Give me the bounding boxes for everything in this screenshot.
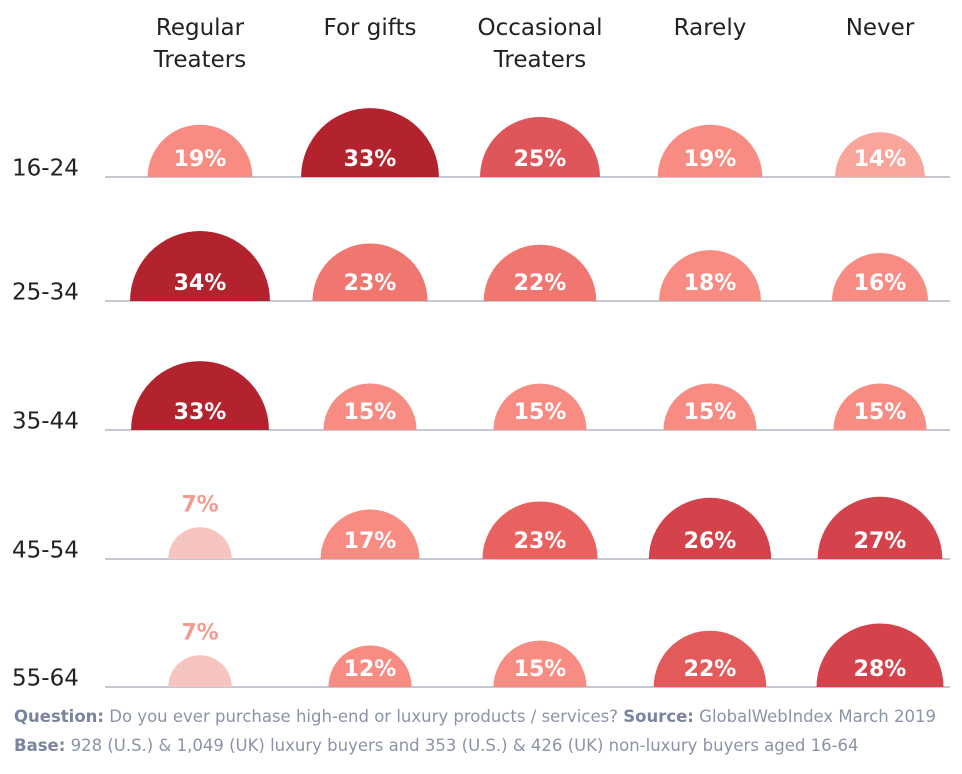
value-label: 22% bbox=[684, 657, 737, 682]
value-label: 28% bbox=[854, 657, 907, 682]
half-bubble bbox=[657, 124, 763, 177]
column-header: For gifts bbox=[323, 15, 417, 41]
value-label: 16% bbox=[854, 271, 907, 296]
half-bubble bbox=[131, 361, 269, 430]
half-bubble bbox=[482, 501, 598, 559]
half-bubble bbox=[480, 117, 600, 177]
half-bubble bbox=[130, 231, 270, 301]
half-bubble bbox=[312, 243, 428, 301]
value-label: 15% bbox=[684, 400, 737, 425]
half-bubble bbox=[147, 124, 253, 177]
value-label: 33% bbox=[344, 147, 397, 172]
value-label: 19% bbox=[174, 147, 227, 172]
half-bubble bbox=[648, 497, 772, 559]
value-label: 19% bbox=[684, 147, 737, 172]
half-bubble bbox=[168, 527, 232, 559]
row-label: 35-44 bbox=[12, 409, 79, 435]
value-label: 27% bbox=[854, 529, 907, 554]
half-bubble bbox=[835, 132, 925, 177]
half-bubble bbox=[663, 383, 757, 430]
value-label: 12% bbox=[344, 657, 397, 682]
half-bubble bbox=[483, 244, 597, 301]
half-bubble bbox=[659, 250, 761, 301]
value-label: 15% bbox=[514, 657, 567, 682]
value-label: 23% bbox=[344, 271, 397, 296]
half-bubble bbox=[328, 645, 412, 687]
half-bubble bbox=[323, 383, 417, 430]
footnote-text: 928 (U.S.) & 1,049 (UK) luxury buyers an… bbox=[70, 736, 859, 755]
row-label: 45-54 bbox=[12, 538, 79, 564]
value-label: 23% bbox=[514, 529, 567, 554]
row-label: 25-34 bbox=[12, 280, 79, 306]
footnote-label: Base: bbox=[14, 736, 66, 755]
value-label: 17% bbox=[344, 529, 397, 554]
column-header: Occasional Treaters bbox=[477, 15, 603, 73]
row-label: 16-24 bbox=[12, 156, 79, 182]
value-label: 33% bbox=[174, 400, 227, 425]
half-bubble bbox=[832, 253, 928, 301]
value-label: 15% bbox=[344, 400, 397, 425]
footnote: Question: Do you ever purchase high-end … bbox=[14, 702, 944, 760]
half-bubble bbox=[168, 655, 232, 687]
column-header: Never bbox=[845, 15, 915, 41]
column-header: Rarely bbox=[673, 15, 747, 41]
value-label: 25% bbox=[514, 147, 567, 172]
value-label: 7% bbox=[181, 492, 218, 517]
value-label: 18% bbox=[684, 271, 737, 296]
value-label: 34% bbox=[174, 271, 227, 296]
footnote-text: GlobalWebIndex March 2019 bbox=[699, 707, 936, 726]
value-label: 26% bbox=[684, 529, 737, 554]
half-bubble bbox=[817, 496, 943, 559]
half-bubble bbox=[833, 383, 927, 430]
footnote-label: Source: bbox=[623, 707, 694, 726]
half-bubble bbox=[320, 509, 420, 559]
half-bubble bbox=[816, 623, 944, 687]
value-label: 15% bbox=[514, 400, 567, 425]
value-label: 22% bbox=[514, 271, 567, 296]
half-bubble bbox=[493, 383, 587, 430]
half-bubble bbox=[653, 630, 767, 687]
half-bubble bbox=[301, 108, 439, 177]
footnote-label: Question: bbox=[14, 707, 105, 726]
value-label: 14% bbox=[854, 147, 907, 172]
footnote-text: Do you ever purchase high-end or luxury … bbox=[109, 707, 618, 726]
half-bubble bbox=[493, 640, 587, 687]
row-label: 55-64 bbox=[12, 666, 79, 692]
value-label: 7% bbox=[181, 620, 218, 645]
column-header: Regular Treaters bbox=[153, 15, 247, 73]
value-label: 15% bbox=[854, 400, 907, 425]
